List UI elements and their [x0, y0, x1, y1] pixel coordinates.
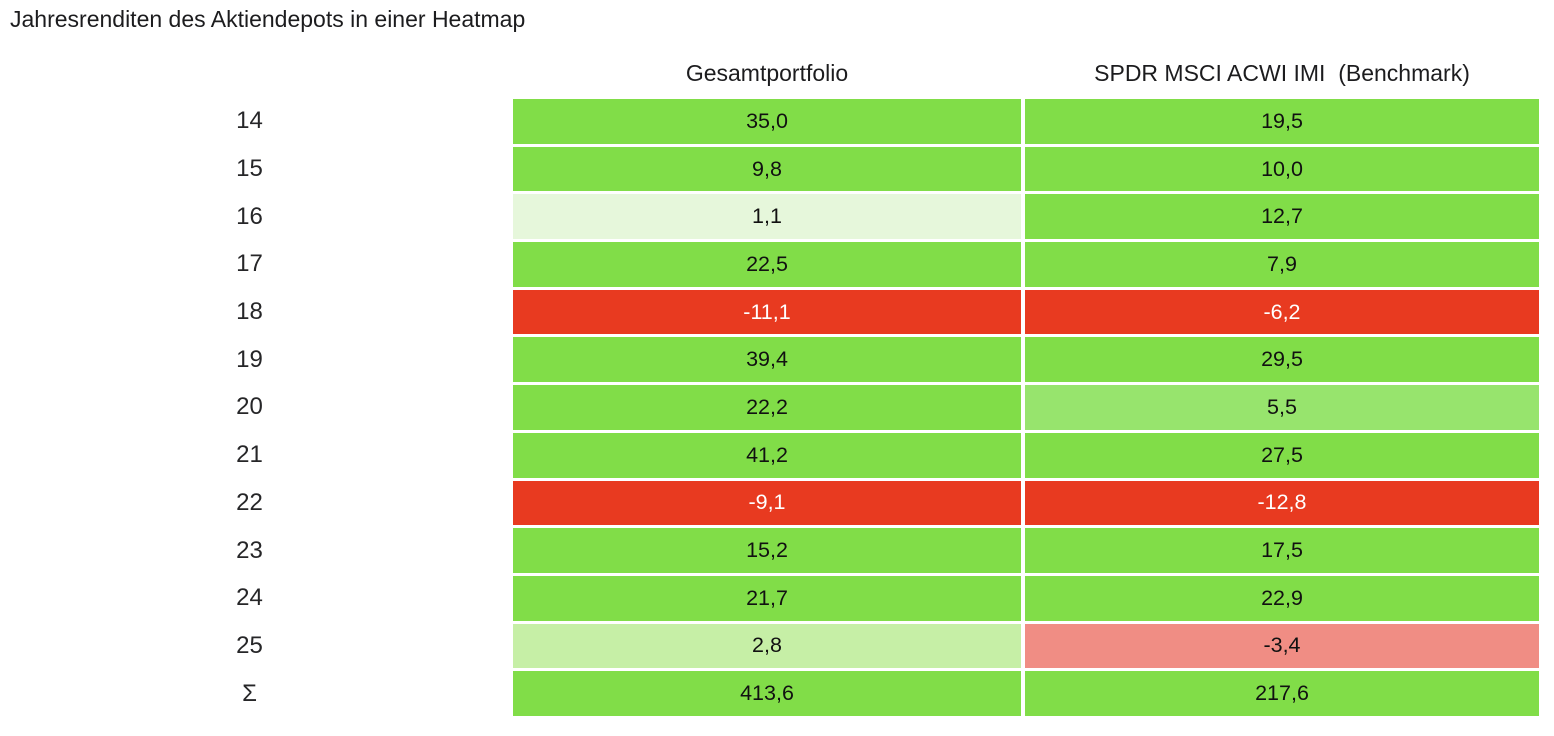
row-label: 15: [236, 155, 263, 183]
heatmap-cell: 7,9: [1025, 242, 1539, 287]
row-label: 21: [236, 441, 263, 469]
row-label: 18: [236, 298, 263, 326]
heatmap-row: 24 21,7 22,9: [0, 575, 1539, 621]
heatmap-row: Σ 413,6 217,6: [0, 671, 1539, 716]
heatmap-cell: 9,8: [513, 146, 1021, 192]
heatmap-cell: 12,7: [1025, 194, 1539, 240]
heatmap-cell: 41,2: [513, 432, 1021, 478]
heatmap-cell: 22,2: [513, 385, 1021, 430]
heatmap-row: 15 9,8 10,0: [0, 146, 1539, 192]
heatmap-row: 23 15,2 17,5: [0, 528, 1539, 573]
heatmap-cell: -3,4: [1025, 623, 1539, 669]
heatmap-row: 22 -9,1 -12,8: [0, 480, 1539, 526]
heatmap-row: 21 41,2 27,5: [0, 432, 1539, 478]
row-label: 17: [236, 250, 263, 278]
row-label: 22: [236, 488, 263, 516]
row-label: 16: [236, 202, 263, 230]
heatmap-cell: 2,8: [513, 623, 1021, 669]
heatmap-cell: 19,5: [1025, 99, 1539, 144]
heatmap-table: 14 35,0 19,5 15 9,8 10,0 16 1,1 12,7 17 22,5 7,9 18 -…: [0, 99, 1539, 719]
row-label: 23: [236, 536, 263, 564]
row-label: 14: [236, 107, 263, 135]
heatmap-cell: -12,8: [1025, 480, 1539, 526]
row-label: 24: [236, 584, 263, 612]
heatmap-cell: 35,0: [513, 99, 1021, 144]
heatmap-row: 20 22,2 5,5: [0, 385, 1539, 430]
heatmap-cell: -11,1: [513, 289, 1021, 335]
heatmap-cell: 39,4: [513, 337, 1021, 383]
heatmap-cell: -6,2: [1025, 289, 1539, 335]
heatmap-cell: -9,1: [513, 480, 1021, 526]
heatmap-cell: 27,5: [1025, 432, 1539, 478]
heatmap-row: 25 2,8 -3,4: [0, 623, 1539, 669]
page-title: Jahresrenditen des Aktiendepots in einer…: [10, 6, 526, 32]
heatmap-cell: 17,5: [1025, 528, 1539, 573]
column-header-benchmark: SPDR MSCI ACWI IMI (Benchmark): [1094, 60, 1470, 86]
column-headers: Gesamtportfolio SPDR MSCI ACWI IMI (Benc…: [0, 60, 1539, 87]
heatmap-cell: 5,5: [1025, 385, 1539, 430]
heatmap-cell: 21,7: [513, 575, 1021, 621]
heatmap-cell: 22,9: [1025, 575, 1539, 621]
heatmap-row: 19 39,4 29,5: [0, 337, 1539, 383]
heatmap-cell: 15,2: [513, 528, 1021, 573]
heatmap-cell: 1,1: [513, 194, 1021, 240]
heatmap-cell: 29,5: [1025, 337, 1539, 383]
heatmap-row: 16 1,1 12,7: [0, 194, 1539, 240]
heatmap-row: 18 -11,1 -6,2: [0, 289, 1539, 335]
column-header-gesamtportfolio: Gesamtportfolio: [685, 60, 849, 86]
row-label: 20: [236, 393, 263, 421]
heatmap-row: 17 22,5 7,9: [0, 242, 1539, 287]
heatmap-cell: 217,6: [1025, 671, 1539, 716]
row-label: Σ: [242, 679, 257, 707]
row-label: 25: [236, 631, 263, 659]
heatmap-cell: 22,5: [513, 242, 1021, 287]
heatmap-cell: 413,6: [513, 671, 1021, 716]
row-label: 19: [236, 345, 263, 373]
heatmap-cell: 10,0: [1025, 146, 1539, 192]
heatmap-row: 14 35,0 19,5: [0, 99, 1539, 144]
